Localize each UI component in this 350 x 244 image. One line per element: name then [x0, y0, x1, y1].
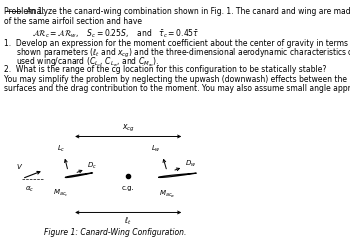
Text: $V$: $V$ [16, 163, 23, 172]
Text: $\alpha_c$: $\alpha_c$ [25, 185, 35, 194]
Text: surfaces and the drag contribution to the moment. You may also assume small angl: surfaces and the drag contribution to th… [4, 84, 350, 93]
Text: $M_{ac_c}$: $M_{ac_c}$ [53, 188, 69, 199]
Text: shown parameters ($\ell_t$ and $x_{cg}$) and the three-dimensional aerodynamic c: shown parameters ($\ell_t$ and $x_{cg}$)… [4, 47, 350, 60]
Text: $D_c$: $D_c$ [87, 161, 97, 171]
Text: $x_{cg}$: $x_{cg}$ [122, 122, 135, 133]
Text: $\ell_t$: $\ell_t$ [125, 215, 132, 227]
Text: c.g.: c.g. [122, 185, 135, 192]
Text: $\mathcal{AR}_c = \mathcal{AR}_w, \quad S_c = 0.25S, \quad \text{and} \quad \bar: $\mathcal{AR}_c = \mathcal{AR}_w, \quad … [32, 27, 200, 40]
Text: $L_w$: $L_w$ [151, 144, 161, 154]
Text: $D_w$: $D_w$ [185, 159, 196, 169]
Polygon shape [65, 173, 92, 178]
Text: Problem 1:: Problem 1: [4, 7, 45, 16]
Text: 2.  What is the range of the cg location for this configuration to be statically: 2. What is the range of the cg location … [4, 65, 326, 74]
Text: You may simplify the problem by neglecting the upwash (downwash) effects between: You may simplify the problem by neglecti… [4, 75, 350, 84]
Polygon shape [159, 173, 196, 177]
Text: $L_c$: $L_c$ [57, 144, 65, 154]
Text: 1.  Develop an expression for the moment coefficient about the center of gravity: 1. Develop an expression for the moment … [4, 39, 350, 48]
Text: used wing/canard ($C_{L_c}$, $C_{L_w}$, and $C_{M_{ac}}$).: used wing/canard ($C_{L_c}$, $C_{L_w}$, … [4, 56, 159, 69]
Text: $M_{ac_w}$: $M_{ac_w}$ [159, 189, 175, 200]
Text: Analyze the canard-wing combination shown in Fig. 1. The canard and wing are mad: Analyze the canard-wing combination show… [24, 7, 350, 16]
Text: of the same airfoil section and have: of the same airfoil section and have [4, 17, 142, 26]
Text: Figure 1: Canard-Wing Configuration.: Figure 1: Canard-Wing Configuration. [44, 228, 187, 237]
